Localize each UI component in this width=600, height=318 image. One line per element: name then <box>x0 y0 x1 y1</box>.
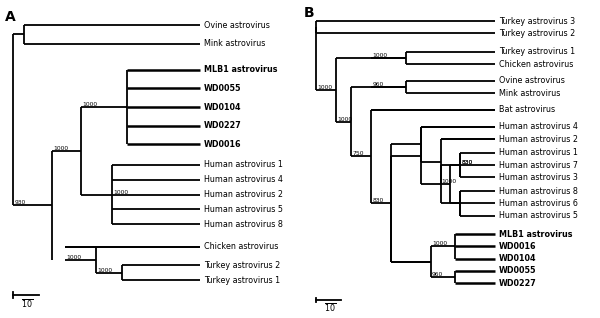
Text: 750: 750 <box>352 151 364 156</box>
Text: $\mathregular{\overline{10}}$: $\mathregular{\overline{10}}$ <box>324 303 336 315</box>
Text: WD0227: WD0227 <box>204 121 242 130</box>
Text: Turkey astrovirus 1: Turkey astrovirus 1 <box>204 276 280 285</box>
Text: Human astrovirus 8: Human astrovirus 8 <box>499 187 578 196</box>
Text: Human astrovirus 3: Human astrovirus 3 <box>499 173 578 182</box>
Text: Human astrovirus 4: Human astrovirus 4 <box>204 175 283 184</box>
Text: 1000: 1000 <box>113 190 128 195</box>
Text: WD0055: WD0055 <box>499 266 536 275</box>
Text: MLB1 astrovirus: MLB1 astrovirus <box>499 230 572 238</box>
Text: Human astrovirus 2: Human astrovirus 2 <box>499 135 578 143</box>
Text: 1000: 1000 <box>372 53 388 58</box>
Text: 1000: 1000 <box>432 241 447 246</box>
Text: 960: 960 <box>432 272 443 277</box>
Text: WD0104: WD0104 <box>204 103 242 112</box>
Text: Human astrovirus 6: Human astrovirus 6 <box>499 199 578 208</box>
Text: Turkey astrovirus 2: Turkey astrovirus 2 <box>204 261 280 270</box>
Text: 830: 830 <box>461 160 473 165</box>
Text: WD0055: WD0055 <box>204 84 242 93</box>
Text: WD0016: WD0016 <box>204 140 242 149</box>
Text: Turkey astrovirus 3: Turkey astrovirus 3 <box>499 17 575 26</box>
Text: Human astrovirus 5: Human astrovirus 5 <box>204 205 283 214</box>
Text: 1000: 1000 <box>67 255 82 260</box>
Text: Turkey astrovirus 1: Turkey astrovirus 1 <box>499 47 575 56</box>
Text: 830: 830 <box>372 198 383 203</box>
Text: Chicken astrovirus: Chicken astrovirus <box>204 242 278 251</box>
Text: Mink astrovirus: Mink astrovirus <box>499 89 560 98</box>
Text: 1000: 1000 <box>98 268 113 273</box>
Text: WD0016: WD0016 <box>499 242 536 251</box>
Text: Human astrovirus 1: Human astrovirus 1 <box>499 149 578 157</box>
Text: $\mathregular{\overline{10}}$: $\mathregular{\overline{10}}$ <box>21 299 33 311</box>
Text: WD0227: WD0227 <box>499 279 536 287</box>
Text: Human astrovirus 7: Human astrovirus 7 <box>499 161 578 169</box>
Text: Human astrovirus 1: Human astrovirus 1 <box>204 160 283 169</box>
Text: 930: 930 <box>14 200 26 205</box>
Text: Human astrovirus 5: Human astrovirus 5 <box>499 211 578 220</box>
Text: B: B <box>304 6 314 20</box>
Text: 1000: 1000 <box>442 179 457 184</box>
Text: 1000: 1000 <box>53 146 68 151</box>
Text: Human astrovirus 2: Human astrovirus 2 <box>204 190 283 199</box>
Text: Chicken astrovirus: Chicken astrovirus <box>499 59 573 69</box>
Text: Human astrovirus 4: Human astrovirus 4 <box>499 122 578 131</box>
Text: 1000: 1000 <box>82 102 97 107</box>
Text: Turkey astrovirus 2: Turkey astrovirus 2 <box>499 29 575 38</box>
Text: A: A <box>5 10 16 24</box>
Text: 1000: 1000 <box>317 85 333 90</box>
Text: Ovine astrovirus: Ovine astrovirus <box>499 76 565 85</box>
Text: Mink astrovirus: Mink astrovirus <box>204 39 266 48</box>
Text: WD0104: WD0104 <box>499 254 536 263</box>
Text: 960: 960 <box>372 82 383 87</box>
Text: MLB1 astrovirus: MLB1 astrovirus <box>204 65 278 74</box>
Text: Bat astrovirus: Bat astrovirus <box>499 106 555 114</box>
Text: Ovine astrovirus: Ovine astrovirus <box>204 21 270 30</box>
Text: 1000: 1000 <box>338 117 353 122</box>
Text: 830: 830 <box>461 160 473 165</box>
Text: Human astrovirus 8: Human astrovirus 8 <box>204 220 283 229</box>
